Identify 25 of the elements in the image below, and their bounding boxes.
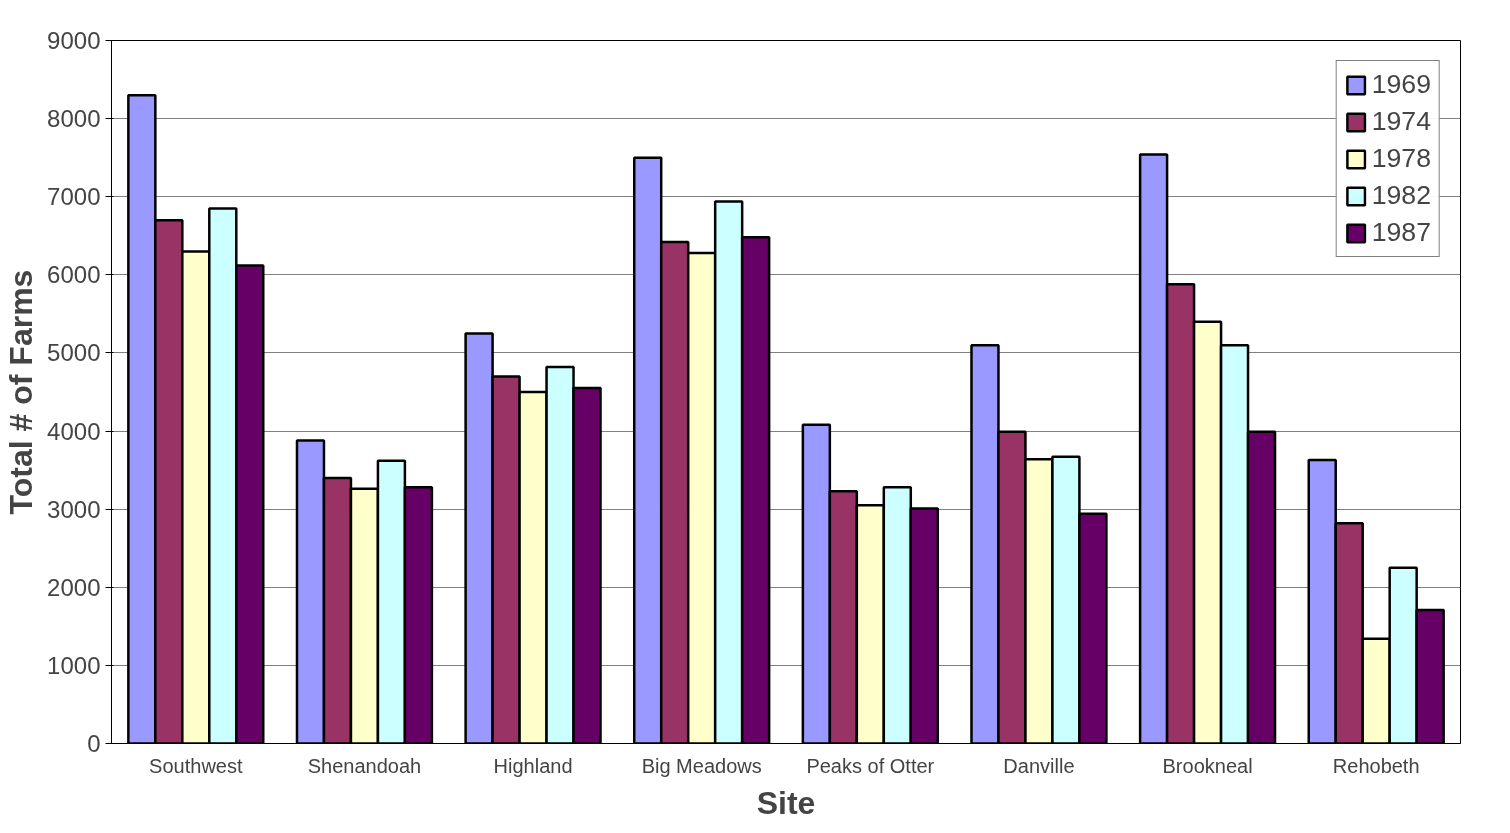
- legend-label: 1978: [1371, 143, 1431, 174]
- y-tick-label: 0: [87, 730, 101, 757]
- legend-label: 1969: [1371, 69, 1431, 100]
- x-tick-label: Highland: [493, 754, 573, 777]
- y-tick-label: 1000: [47, 651, 101, 679]
- legend-label: 1974: [1371, 106, 1431, 137]
- x-tick-label: Brookneal: [1162, 754, 1253, 777]
- y-tick-label: 4000: [47, 417, 101, 445]
- x-tick-label: Peaks of Otter: [806, 754, 935, 777]
- x-tick-label: Rehobeth: [1332, 754, 1420, 777]
- y-tick-label: 5000: [47, 339, 101, 367]
- x-tick-label: Shenandoah: [307, 754, 422, 777]
- y-tick-label: 9000: [47, 27, 101, 54]
- y-tick-label: 7000: [47, 183, 101, 211]
- y-axis-title: Total # of Farms: [3, 269, 40, 515]
- legend-label: 1987: [1371, 217, 1431, 248]
- x-tick-label: Southwest: [149, 754, 243, 777]
- y-tick-label: 8000: [47, 105, 101, 133]
- x-axis-title: Site: [756, 784, 816, 821]
- legend-label: 1982: [1371, 180, 1431, 211]
- y-tick-label: 3000: [47, 495, 101, 523]
- x-tick-label: Danville: [1003, 754, 1075, 777]
- y-tick-label: 6000: [47, 261, 101, 289]
- y-tick-label: 2000: [47, 573, 101, 601]
- x-tick-label: Big Meadows: [641, 754, 762, 777]
